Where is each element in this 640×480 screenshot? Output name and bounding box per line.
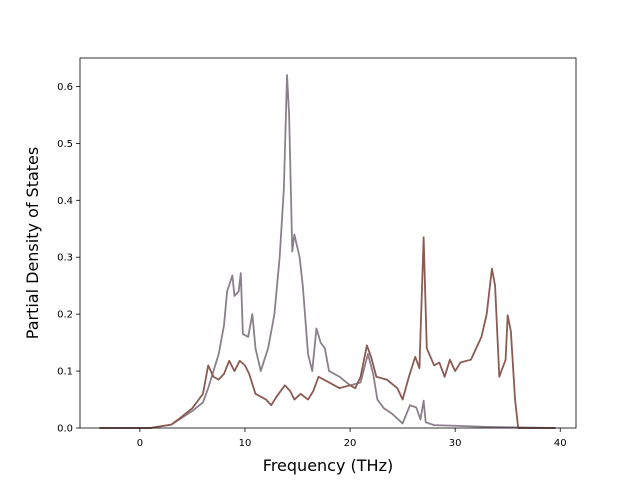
y-tick-label: 0.5 (57, 139, 73, 150)
x-tick-label: 10 (239, 438, 252, 449)
x-tick-label: 40 (554, 438, 567, 449)
y-tick-label: 0.6 (57, 82, 73, 93)
y-tick-label: 0.2 (57, 310, 73, 321)
x-tick-label: 0 (137, 438, 143, 449)
y-tick-label: 0.0 (57, 424, 73, 435)
series-line-2 (99, 236, 556, 429)
axes-frame (79, 57, 577, 429)
y-tick-label: 0.4 (57, 196, 73, 207)
x-axis-label: Frequency (THz) (263, 456, 393, 475)
y-tick-label: 0.3 (57, 253, 73, 264)
x-axis: 0 10 20 30 40 (137, 428, 567, 449)
y-axis-label: Partial Density of States (23, 147, 42, 339)
y-tick-label: 0.1 (57, 367, 73, 378)
x-tick-label: 20 (344, 438, 357, 449)
series-line-1 (99, 74, 556, 429)
y-axis: 0.0 0.1 0.2 0.3 0.4 0.5 0.6 (57, 82, 80, 435)
x-tick-label: 30 (449, 438, 462, 449)
series-group (99, 74, 556, 429)
